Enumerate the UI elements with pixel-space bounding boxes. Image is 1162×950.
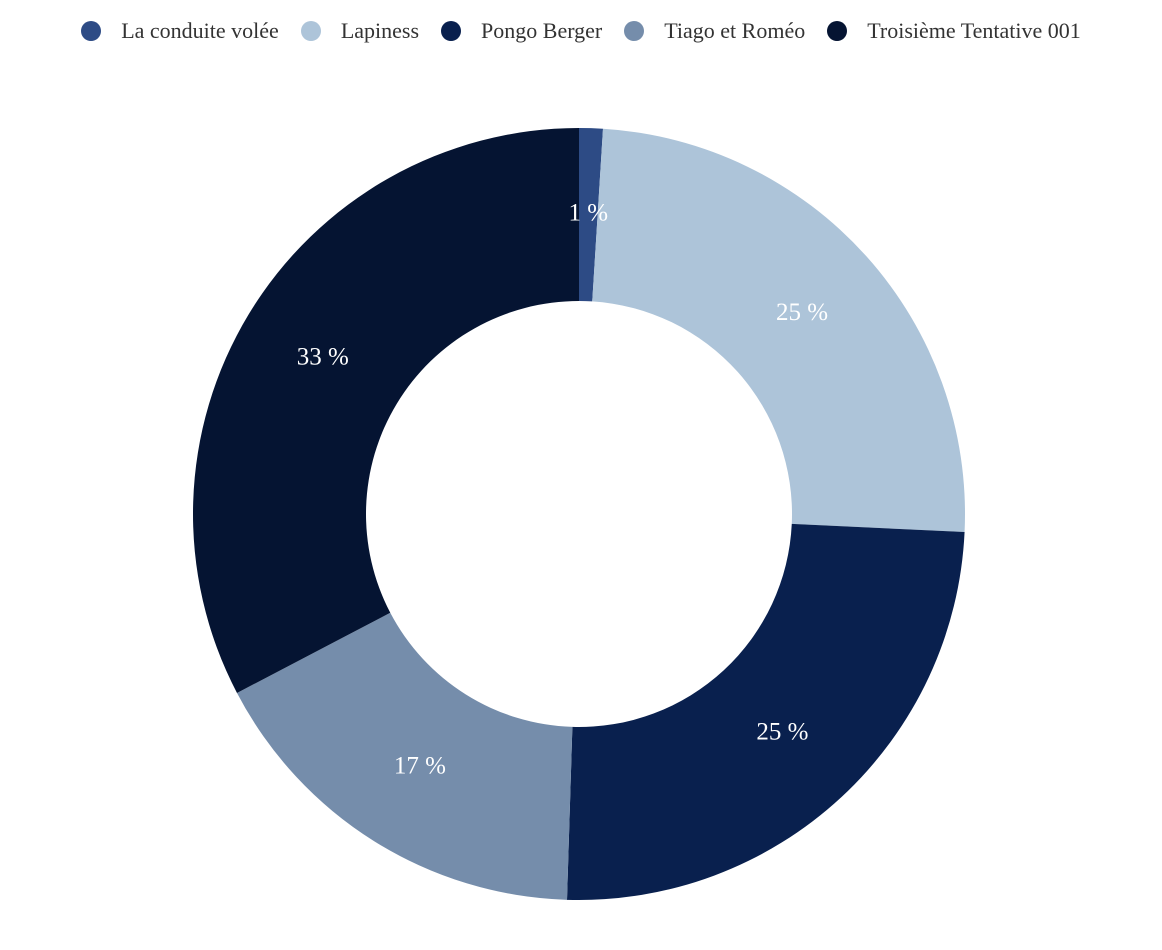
slice[interactable]	[579, 128, 603, 302]
slice-labels: 1 % 25 % 25 % 17 % 33 %	[297, 199, 828, 779]
legend-item[interactable]: Lapiness	[300, 18, 420, 44]
legend-label: Lapiness	[340, 18, 420, 43]
slice-label: 25 %	[776, 299, 828, 326]
legend-swatch	[300, 21, 321, 41]
slice[interactable]	[236, 612, 573, 900]
slice-label: 33 %	[297, 344, 349, 371]
legend-label: Troisième Tentative 001	[867, 18, 1081, 43]
legend-item[interactable]: La conduite volée	[81, 18, 279, 44]
legend-item[interactable]: Tiago et Roméo	[624, 18, 805, 44]
legend-label: Tiago et Roméo	[664, 18, 806, 43]
legend-item[interactable]: Pongo Berger	[441, 18, 602, 44]
slice[interactable]	[592, 128, 966, 533]
slices	[192, 128, 966, 901]
legend: La conduite volée Lapiness Pongo Berger Tia…	[0, 18, 1162, 44]
legend-swatch	[624, 21, 645, 41]
legend-swatch	[441, 21, 462, 41]
legend-item[interactable]: Troisième Tentative 001	[827, 18, 1081, 44]
slice[interactable]	[566, 523, 965, 901]
slice-label: 1 %	[569, 199, 609, 226]
slice-label: 17 %	[394, 753, 446, 780]
legend-swatch	[81, 21, 102, 41]
legend-label: La conduite volée	[121, 18, 279, 43]
legend-label: Pongo Berger	[481, 18, 603, 43]
slice[interactable]	[192, 128, 580, 693]
slice-label: 25 %	[756, 719, 808, 746]
legend-swatch	[827, 21, 848, 41]
